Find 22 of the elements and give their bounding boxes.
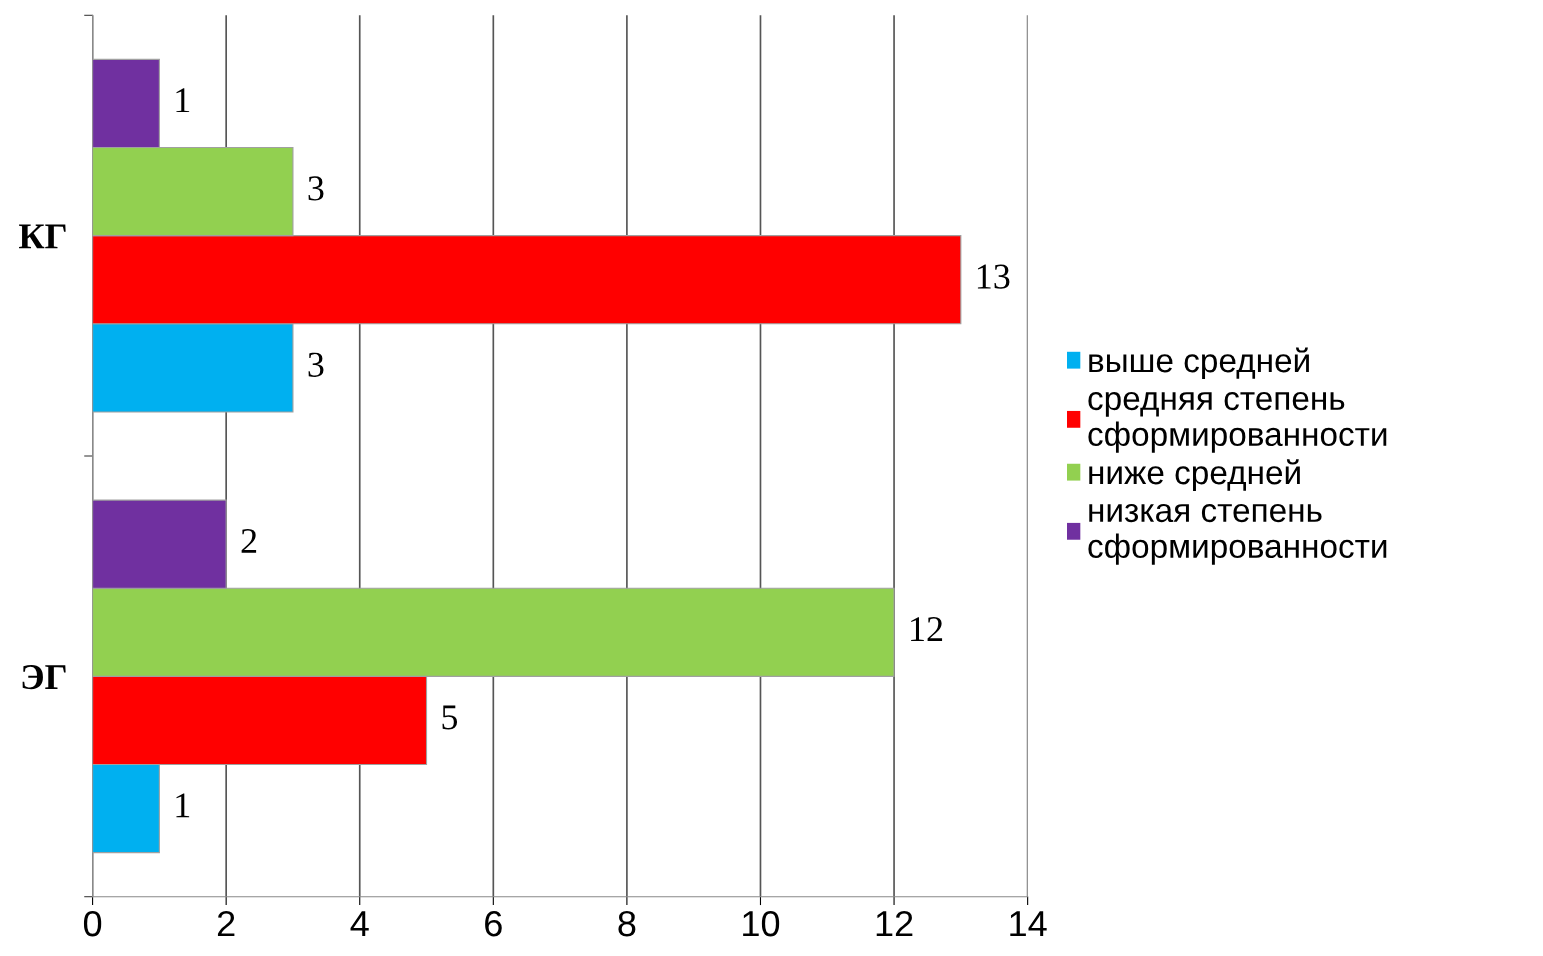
legend-label: ниже средней: [1089, 459, 1300, 491]
data-label: 3: [308, 352, 324, 377]
x-tick-label: 14: [1010, 911, 1047, 937]
data-label: 2: [241, 528, 257, 553]
x-tick-label: 4: [350, 911, 369, 937]
x-tick-label: 2: [217, 910, 235, 937]
data-label: 13: [977, 264, 1010, 289]
x-tick-label: 8: [618, 910, 636, 937]
data-label: 1: [176, 88, 190, 113]
x-tick-label: 6: [485, 910, 502, 937]
data-label: 1: [176, 793, 190, 818]
data-label: 3: [308, 176, 324, 201]
data-label: 5: [442, 705, 458, 730]
x-tick-label: 10: [743, 910, 780, 937]
legend-label: средняя степень сформированности: [1088, 391, 1387, 453]
legend-label: выше средней: [1089, 347, 1309, 380]
legend-label: низкая степень сформированности: [1088, 503, 1387, 565]
x-tick-label: 0: [83, 910, 102, 937]
data-label: 12: [911, 617, 943, 641]
x-tick-label: 12: [876, 910, 913, 937]
y-tick-label: КГ: [19, 224, 66, 249]
y-tick-label: ЭГ: [22, 664, 66, 690]
